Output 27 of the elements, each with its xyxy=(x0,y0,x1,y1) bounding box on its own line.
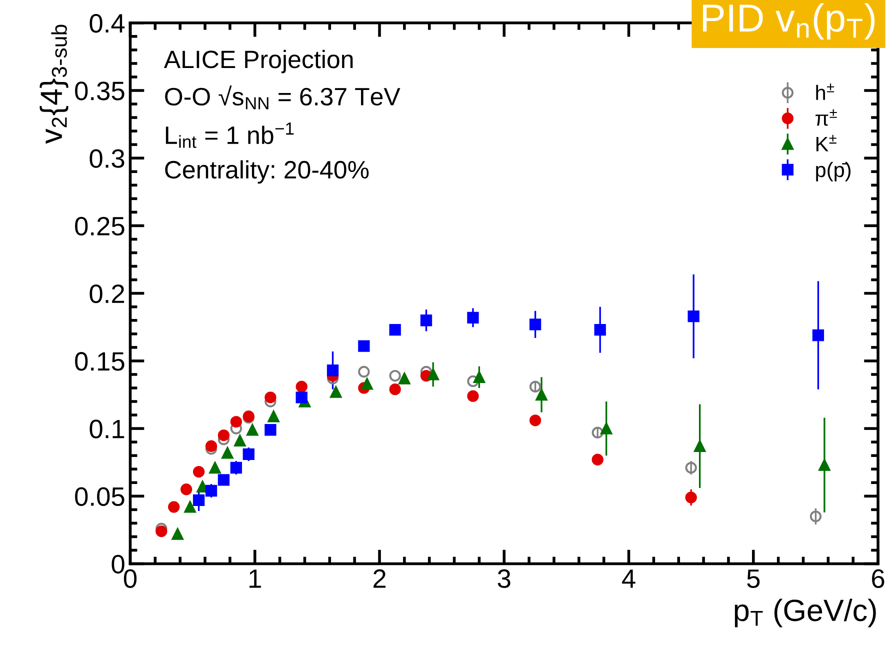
x-tick-label: 2 xyxy=(373,569,386,588)
x-tick-label: 5 xyxy=(747,570,760,588)
legend-label: π$^{±}$ xyxy=(816,109,837,126)
y-tick-label: 0 xyxy=(112,554,124,574)
y-tick-label: 0.15 xyxy=(75,352,124,371)
y-tick-label: 0.4 xyxy=(90,14,125,33)
annotation: Centrality: 20-40% xyxy=(165,160,369,184)
x-tick-label: 4 xyxy=(622,570,636,588)
annotation: O-O √s$_{NN}$ = 6.37 TeV xyxy=(165,86,400,110)
annotation: ALICE Projection xyxy=(164,50,353,74)
y-tick-label: 0.25 xyxy=(75,216,124,236)
y-axis-title: v$_{2}${4}$_{3-sub}$ xyxy=(40,24,68,144)
legend-label: p(p̄) xyxy=(816,162,851,182)
legend-label: h$^{±}$ xyxy=(816,84,834,100)
x-axis-title: p$_{T}$ (GeV/c) xyxy=(734,598,876,628)
x-tick-label: 6 xyxy=(872,569,884,588)
x-tick-label: 0 xyxy=(124,569,137,588)
y-tick-label: 0.3 xyxy=(90,149,124,168)
annotation: L$_{int}$ = 1 nb$^{−1}$ xyxy=(166,122,294,148)
y-tick-label: 0.2 xyxy=(90,284,124,304)
y-tick-label: 0.1 xyxy=(90,420,124,438)
legend-label: K$^{±}$ xyxy=(816,134,836,152)
x-tick-label: 1 xyxy=(250,570,261,588)
annotation: PID v$_{n}$(p$_{T}$) xyxy=(702,3,875,40)
y-tick-label: 0.35 xyxy=(75,82,124,100)
x-tick-label: 3 xyxy=(498,569,510,588)
y-tick-label: 0.05 xyxy=(75,487,124,506)
